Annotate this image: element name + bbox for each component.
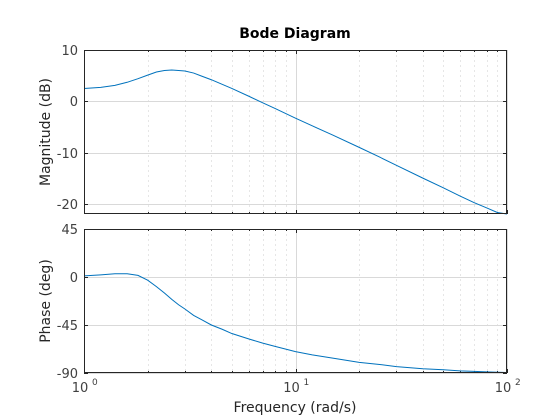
magnitude-y-tick-label: -10 bbox=[57, 147, 78, 162]
x-tick-label: 10 bbox=[495, 381, 512, 396]
x-tick-labels: 10 0 10 1 10 2 bbox=[72, 378, 521, 396]
phase-y-tick-label: 45 bbox=[61, 223, 78, 238]
magnitude-y-tick-label: -20 bbox=[57, 198, 78, 213]
phase-frame bbox=[84, 229, 507, 373]
x-axis-label: Frequency (rad/s) bbox=[234, 400, 357, 416]
magnitude-y-tick-label: 10 bbox=[61, 44, 78, 59]
x-tick-label: 10 bbox=[72, 381, 89, 396]
magnitude-frame bbox=[84, 50, 507, 214]
phase-grid bbox=[84, 229, 508, 374]
magnitude-panel: 10 0 -10 -20 Magnitude (dB) bbox=[38, 44, 508, 215]
x-tick-label-exponent: 2 bbox=[515, 378, 521, 388]
magnitude-curve bbox=[83, 69, 508, 215]
x-tick-label-exponent: 1 bbox=[304, 378, 310, 388]
phase-curve bbox=[83, 273, 508, 373]
phase-ylabel: Phase (deg) bbox=[38, 259, 54, 343]
phase-y-tick-labels: 45 0 -45 -90 bbox=[57, 223, 78, 382]
chart-title: Bode Diagram bbox=[239, 26, 351, 42]
magnitude-ylabel: Magnitude (dB) bbox=[38, 78, 54, 186]
magnitude-y-tick-label: 0 bbox=[70, 95, 78, 110]
phase-y-tick-label: -45 bbox=[57, 319, 78, 334]
phase-panel: 45 0 -45 -90 Phase (deg) bbox=[38, 223, 508, 382]
phase-y-tick-label: -90 bbox=[57, 367, 78, 382]
x-tick-label: 10 bbox=[283, 381, 300, 396]
phase-y-tick-label: 0 bbox=[70, 271, 78, 286]
x-tick-label-exponent: 0 bbox=[92, 378, 98, 388]
magnitude-y-tick-labels: 10 0 -10 -20 bbox=[57, 44, 78, 213]
